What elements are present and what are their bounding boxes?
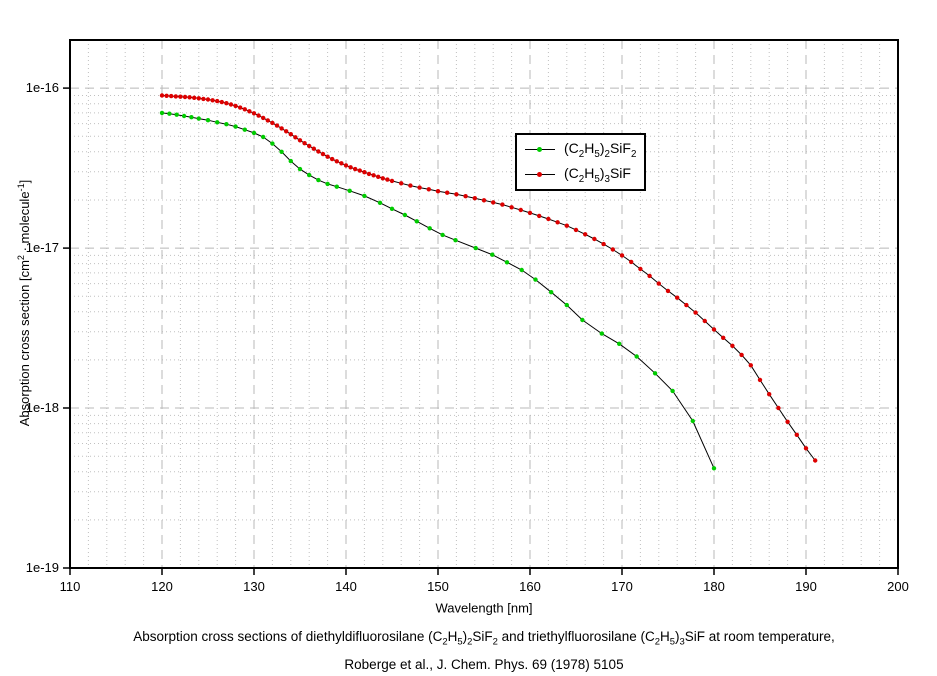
legend-item-et2sif2: (C2H5)2SiF2 — [525, 139, 644, 161]
x-tick-label: 150 — [427, 579, 449, 594]
x-tick-label: 140 — [335, 579, 357, 594]
series-et3sif-markers — [159, 93, 818, 463]
y-tick-label: 1e-17 — [26, 240, 59, 255]
legend-marker-et3sif — [525, 172, 555, 177]
x-tick-label: 190 — [795, 579, 817, 594]
y-tick-label: 1e-18 — [26, 400, 59, 415]
x-axis-title: Wavelength [nm] — [435, 600, 533, 616]
y-tick-label: 1e-16 — [26, 80, 59, 95]
series-et2sif2-markers — [159, 110, 717, 471]
chart-caption: Absorption cross sections of diethyldifl… — [31, 626, 937, 676]
caption-line-1: Absorption cross sections of diethyldifl… — [133, 629, 835, 648]
caption-line-2: Roberge et al., J. Chem. Phys. 69 (1978)… — [344, 656, 624, 672]
x-tick-label: 160 — [519, 579, 541, 594]
x-tick-label: 130 — [243, 579, 265, 594]
plot-border — [69, 39, 899, 569]
x-tick-label: 180 — [703, 579, 725, 594]
grid-minor — [70, 40, 898, 568]
series-et3sif — [159, 93, 818, 463]
grid-major — [70, 40, 898, 568]
legend-item-et3sif: (C2H5)3SiF — [525, 164, 644, 186]
x-tick-label: 170 — [611, 579, 633, 594]
y-axis-title: Absorption cross section [cm2 · molecule… — [15, 179, 33, 427]
legend: (C2H5)2SiF2 (C2H5)3SiF — [515, 133, 646, 191]
chart-canvas: 110 120 130 140 150 160 170 180 190 200 1e-16 1e-17… — [26, 39, 909, 594]
x-tick-label: 110 — [60, 579, 81, 594]
legend-dot-icon — [537, 172, 542, 177]
legend-label-et3sif: (C2H5)3SiF — [564, 164, 631, 185]
axis-ticks — [63, 87, 899, 575]
legend-label-et2sif2: (C2H5)2SiF2 — [564, 139, 637, 160]
legend-dot-icon — [537, 147, 542, 152]
series-et2sif2 — [159, 110, 717, 471]
x-tick-label: 120 — [151, 579, 173, 594]
axis-tick-labels: 110 120 130 140 150 160 170 180 190 200 1e-16 1e-17… — [26, 80, 909, 594]
x-tick-label: 200 — [887, 579, 909, 594]
legend-marker-et2sif2 — [525, 147, 555, 152]
series-et3sif-line — [161, 95, 816, 461]
y-tick-label: 1e-19 — [26, 560, 59, 575]
